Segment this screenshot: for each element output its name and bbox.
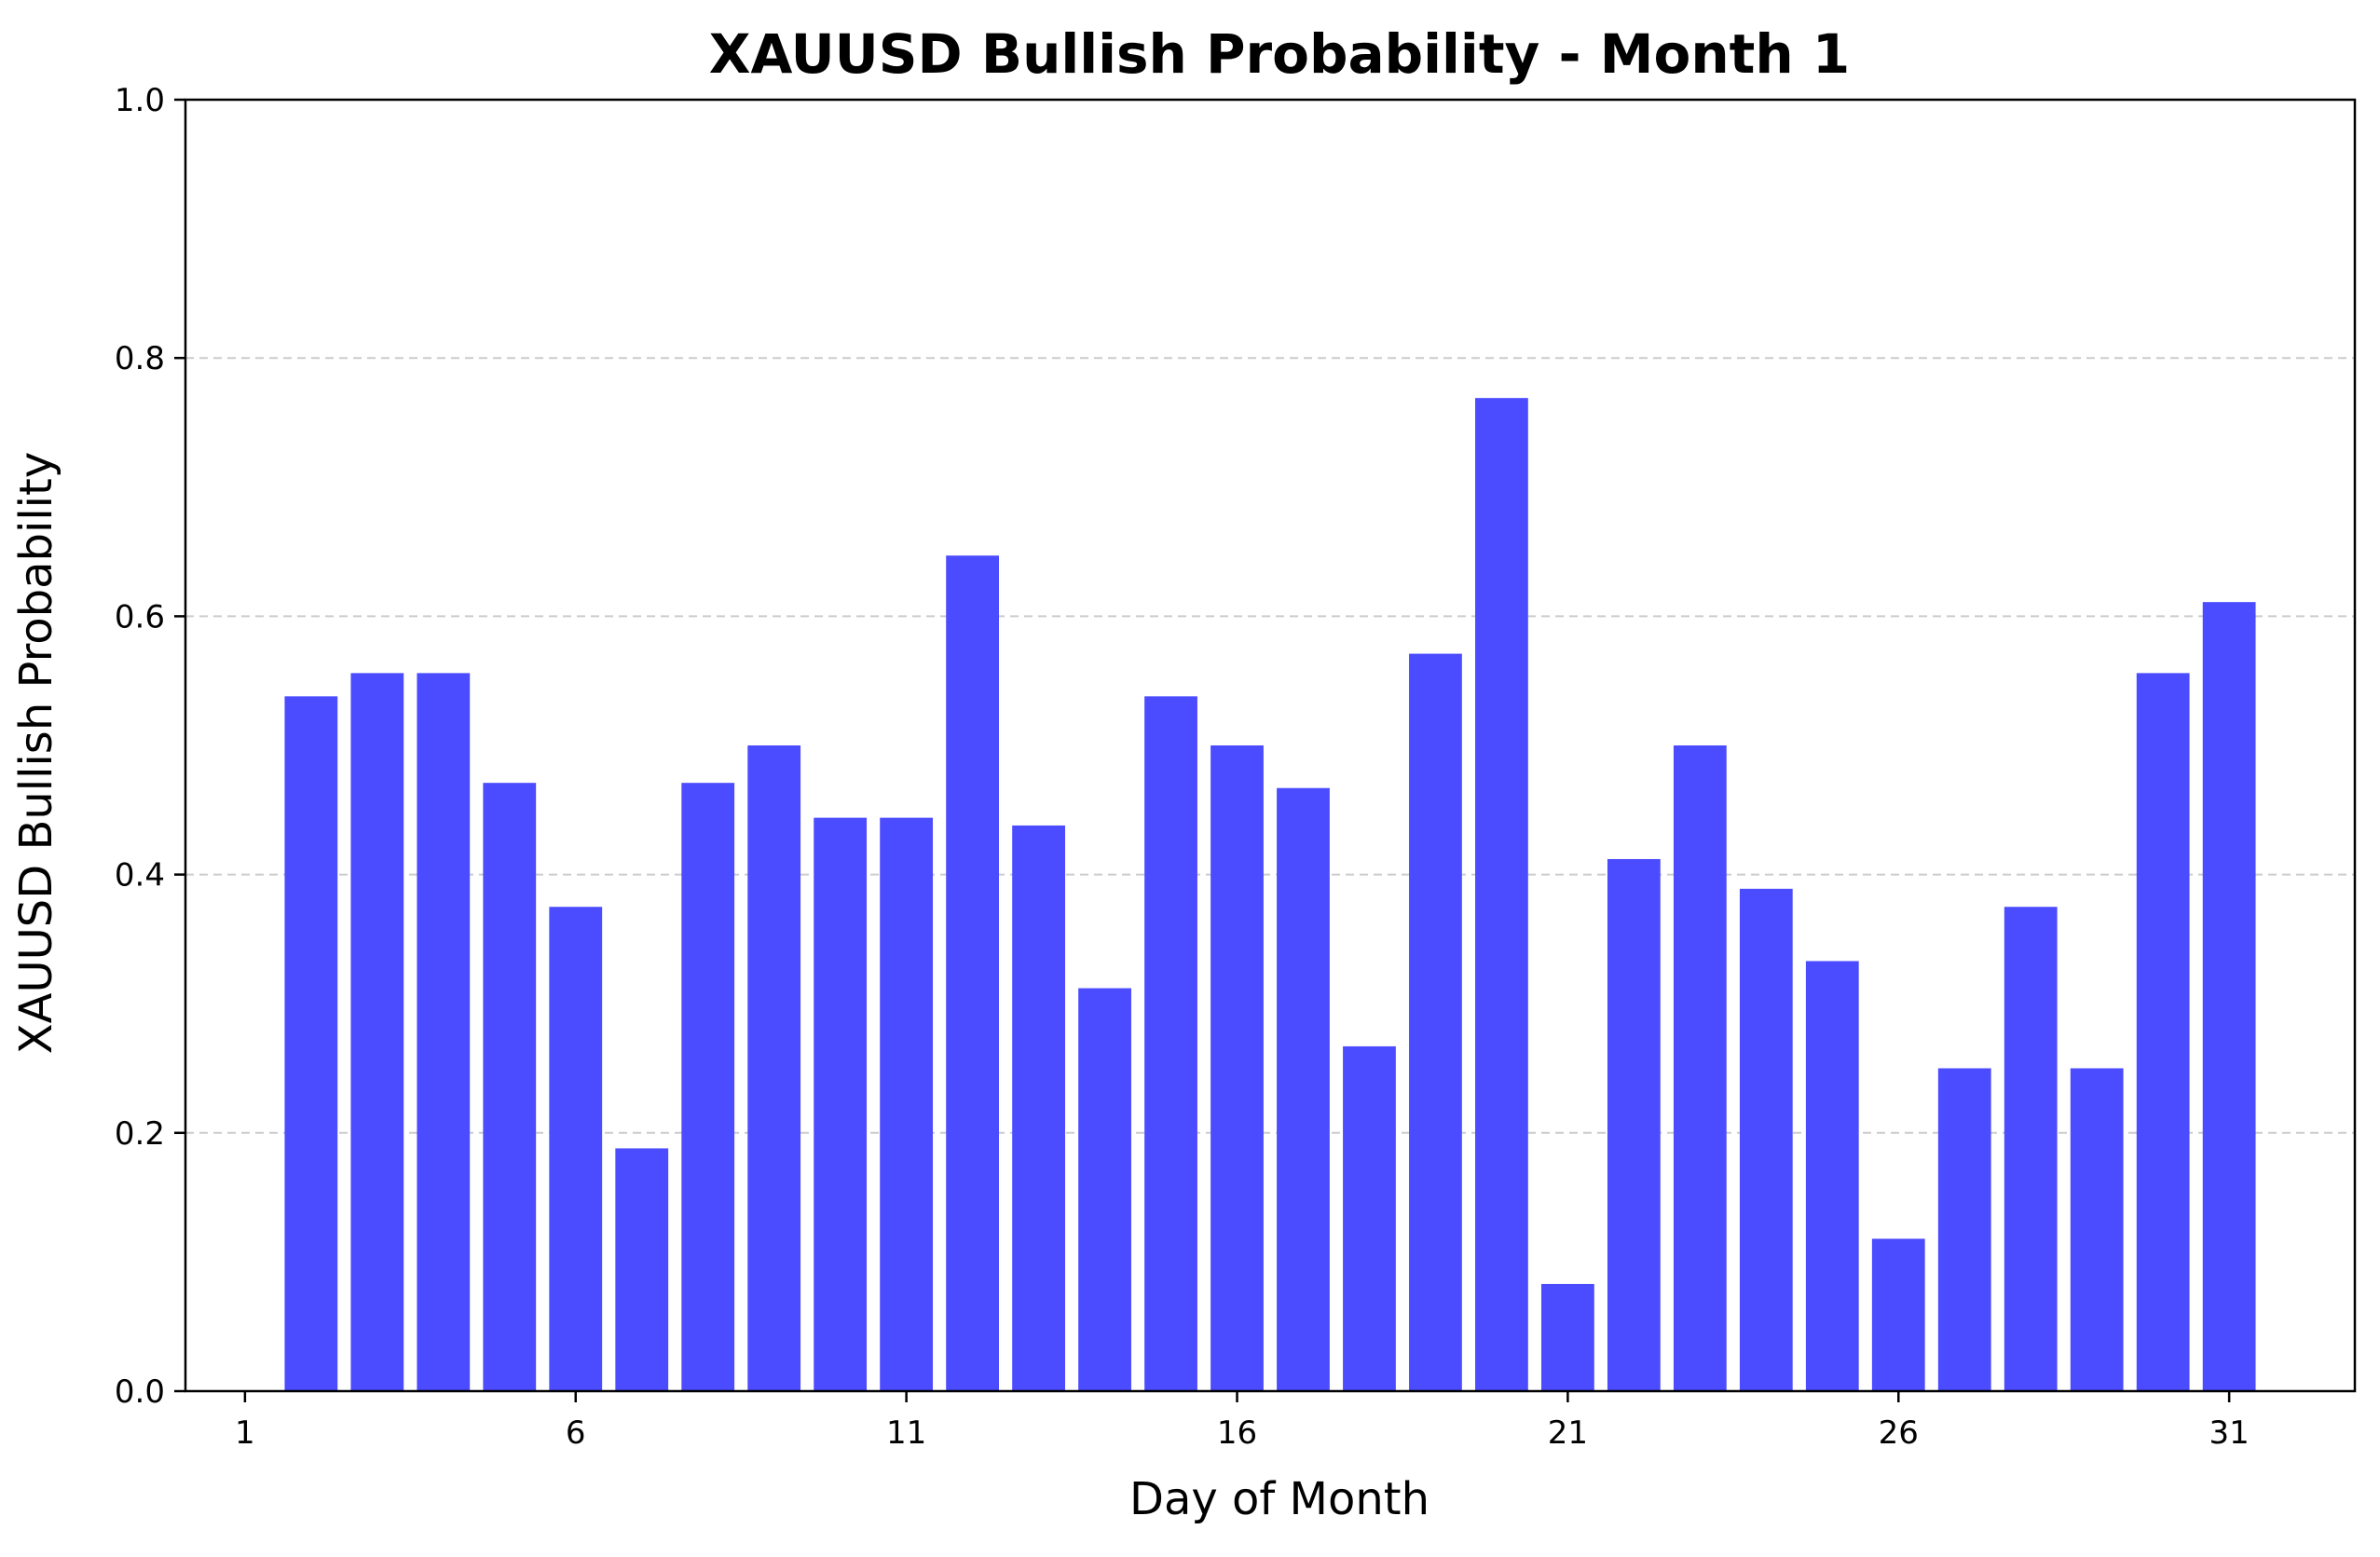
bar-day-10	[814, 817, 868, 1391]
bar-day-30	[2136, 673, 2190, 1391]
x-axis-ticks: 1 6 11 16 21 26 31	[235, 1391, 2250, 1452]
x-axis-label: Day of Month	[1129, 1473, 1429, 1525]
bar-day-20	[1475, 398, 1528, 1391]
x-tick-label: 21	[1548, 1414, 1588, 1452]
bar-day-14	[1078, 988, 1131, 1391]
chart-title: XAUUSD Bullish Probability - Month 1	[709, 22, 1850, 86]
x-tick-label: 26	[1879, 1414, 1919, 1452]
x-tick-label: 31	[2209, 1414, 2250, 1452]
bar-day-11	[880, 817, 934, 1391]
x-tick-label: 11	[886, 1414, 926, 1452]
y-axis-ticks: 0.0 0.2 0.4 0.6 0.8 1.0	[115, 82, 185, 1411]
x-tick-label: 1	[235, 1414, 255, 1452]
bar-day-24	[1739, 888, 1793, 1391]
bar-day-15	[1144, 696, 1197, 1391]
bar-day-26	[1871, 1238, 1925, 1391]
gridlines	[185, 357, 2355, 1134]
bar-day-4	[417, 673, 471, 1391]
bar-day-27	[1937, 1068, 1991, 1391]
y-tick-label: 0.6	[115, 598, 165, 635]
y-tick-label: 1.0	[115, 82, 165, 119]
bar-day-31	[2202, 602, 2256, 1391]
x-tick-label: 16	[1217, 1414, 1257, 1452]
bar-day-8	[681, 783, 735, 1391]
bar-day-5	[483, 783, 537, 1391]
bar-day-21	[1541, 1283, 1594, 1391]
bar-day-22	[1607, 858, 1661, 1391]
bar-day-9	[747, 745, 801, 1391]
bar-day-19	[1409, 653, 1462, 1391]
bar-day-16	[1211, 745, 1264, 1391]
plot-frame	[184, 98, 2357, 1393]
bar-day-2	[284, 696, 338, 1391]
bar-day-13	[1012, 825, 1065, 1391]
bar-day-7	[615, 1148, 669, 1391]
bars	[284, 398, 2256, 1391]
bar-day-17	[1277, 787, 1330, 1391]
y-tick-label: 0.2	[115, 1115, 165, 1153]
bar-day-25	[1805, 961, 1859, 1391]
x-tick-label: 6	[566, 1414, 586, 1452]
bar-day-12	[946, 555, 999, 1391]
y-tick-label: 0.8	[115, 340, 165, 377]
bar-day-29	[2070, 1068, 2124, 1391]
bar-day-18	[1343, 1045, 1396, 1391]
bar-day-3	[350, 673, 404, 1391]
bar-day-23	[1673, 745, 1727, 1391]
y-tick-label: 0.0	[115, 1373, 165, 1411]
y-tick-label: 0.4	[115, 857, 165, 895]
bar-day-6	[549, 907, 603, 1391]
y-axis-label: XAUUSD Bullish Probability	[10, 452, 62, 1054]
bar-day-28	[2004, 907, 2058, 1391]
